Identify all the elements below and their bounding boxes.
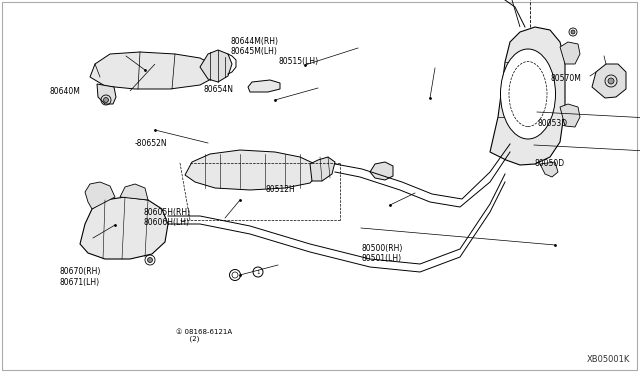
- Text: ① 08168-6121A
      (2): ① 08168-6121A (2): [176, 329, 232, 342]
- Text: 80050D: 80050D: [534, 159, 564, 168]
- Text: 80654N: 80654N: [204, 85, 234, 94]
- Text: XB05001K: XB05001K: [587, 355, 630, 364]
- Polygon shape: [80, 197, 168, 259]
- Text: 80570M: 80570M: [550, 74, 581, 83]
- Circle shape: [104, 97, 109, 103]
- Polygon shape: [248, 80, 280, 92]
- Circle shape: [147, 257, 152, 263]
- Text: -80652N: -80652N: [134, 139, 167, 148]
- Ellipse shape: [500, 49, 556, 139]
- Polygon shape: [185, 150, 318, 190]
- Text: 80644M(RH)
80645M(LH): 80644M(RH) 80645M(LH): [230, 37, 278, 56]
- Polygon shape: [90, 52, 215, 89]
- Text: 80500(RH)
80501(LH): 80500(RH) 80501(LH): [362, 244, 403, 263]
- Circle shape: [571, 30, 575, 34]
- Polygon shape: [85, 182, 115, 209]
- Text: 1: 1: [256, 269, 260, 275]
- Circle shape: [253, 267, 263, 277]
- Polygon shape: [592, 64, 626, 98]
- Text: 80670(RH)
80671(LH): 80670(RH) 80671(LH): [60, 267, 101, 287]
- Text: 80053D: 80053D: [538, 119, 568, 128]
- Polygon shape: [540, 162, 558, 177]
- Text: 80640M: 80640M: [49, 87, 80, 96]
- Polygon shape: [370, 162, 393, 180]
- Polygon shape: [200, 50, 232, 82]
- Circle shape: [232, 272, 238, 278]
- Circle shape: [230, 269, 241, 280]
- Polygon shape: [120, 184, 148, 200]
- Polygon shape: [310, 157, 335, 181]
- Text: 80512H: 80512H: [266, 185, 295, 194]
- Circle shape: [608, 78, 614, 84]
- Polygon shape: [97, 84, 116, 104]
- Text: 80515(LH): 80515(LH): [278, 57, 319, 66]
- Text: 80605H(RH)
80606H(LH): 80605H(RH) 80606H(LH): [144, 208, 191, 227]
- Polygon shape: [490, 27, 565, 165]
- Polygon shape: [560, 104, 580, 127]
- Polygon shape: [560, 42, 580, 64]
